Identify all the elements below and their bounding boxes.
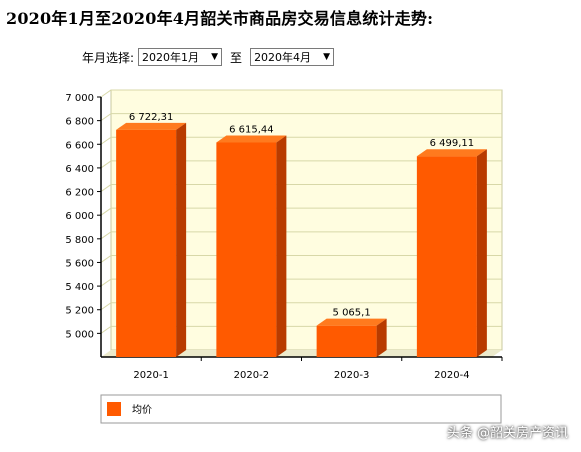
filter-separator: 至 [230,50,243,65]
y-tick-label: 6 400 [65,164,94,175]
gridline [100,136,502,145]
legend-swatch [107,402,121,416]
y-tick-label: 6 800 [65,117,94,128]
y-tick-label: 5 800 [65,235,94,246]
bar-top [316,318,387,326]
y-tick-label: 6 000 [65,211,94,222]
bar [216,135,287,357]
bar-top [216,135,287,143]
bar-side [476,149,487,357]
end-month-value: 2020年4月 [254,51,312,64]
x-tick-label: 2020-3 [334,370,369,381]
legend-box [100,394,502,424]
start-month-select[interactable]: 2020年1月 ▼ [138,48,223,66]
x-tick-label: 2020-2 [234,370,269,381]
x-tick-label: 2020-1 [133,370,168,381]
page-title: 2020年1月至2020年4月韶关市商品房交易信息统计走势: [6,9,434,28]
gridline [100,254,502,263]
y-tick-label: 6 200 [65,188,94,199]
data-label: 6 499,11 [430,138,475,149]
bar-front [416,156,477,357]
date-range-filter: 年月选择: 2020年1月 ▼ 至 2020年4月 ▼ [82,47,335,67]
chevron-down-icon: ▼ [323,52,331,62]
bar [316,318,387,357]
gridline [100,231,502,240]
bar-side [376,318,387,357]
y-tick-label: 6 600 [65,140,94,151]
bar [116,122,187,358]
x-tick-label: 2020-4 [434,370,469,381]
y-tick-label: 7 000 [65,93,94,104]
gridline [100,113,502,122]
gridline [100,278,502,287]
data-label: 6 615,44 [229,124,274,135]
bar-front [316,325,377,357]
gridline [100,89,502,98]
bar-side [176,122,187,358]
data-label: 6 722,31 [129,112,174,123]
gridline [100,302,502,311]
end-month-select[interactable]: 2020年4月 ▼ [250,48,335,66]
y-tick-label: 5 600 [65,258,94,269]
gridline [100,207,502,216]
bar-front [116,129,177,357]
bar-front [216,142,277,357]
bar [416,149,487,357]
bar-top [416,149,487,157]
filter-label: 年月选择: [82,50,135,65]
y-tick-label: 5 200 [65,306,94,317]
chevron-down-icon: ▼ [211,52,219,62]
plot-floor [101,350,502,357]
watermark: 头条 @韶关房产资讯 [446,426,568,441]
legend-label: 均价 [132,404,152,416]
bar-top [116,122,187,130]
y-tick-label: 5 000 [65,329,94,340]
start-month-value: 2020年1月 [142,51,200,64]
gridline [100,184,502,192]
y-tick-label: 5 400 [65,282,94,293]
legend: 均价 [100,394,502,424]
data-label: 5 065,1 [333,308,371,319]
bar-side [276,135,287,357]
gridline [100,160,502,169]
